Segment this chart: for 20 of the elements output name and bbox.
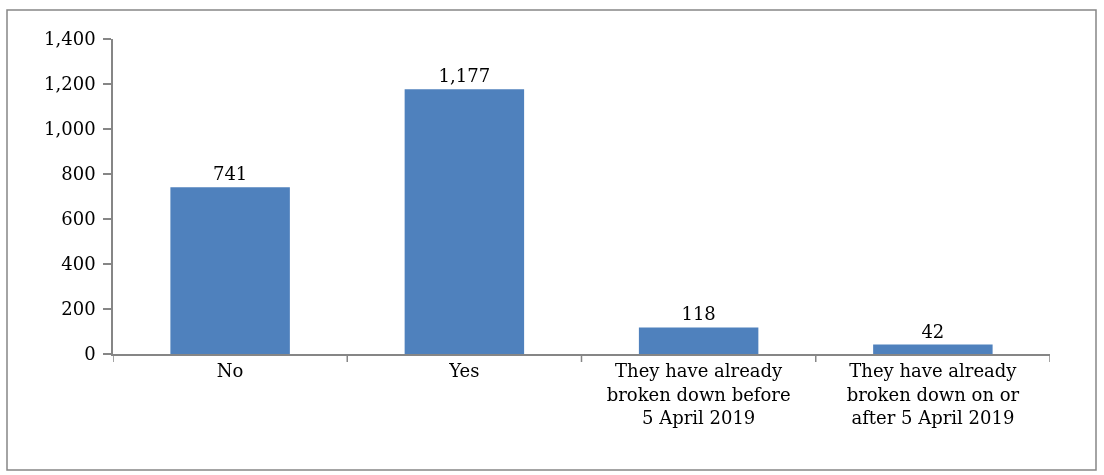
y-tick-label: 1,400 xyxy=(44,28,96,50)
y-tick-label: 200 xyxy=(61,298,96,320)
x-tick-label: They have already broken down before 5 April 2019 xyxy=(606,360,791,429)
data-label: 741 xyxy=(212,163,248,185)
data-label: 1,177 xyxy=(438,65,491,87)
y-tick-label: 0 xyxy=(84,343,96,365)
y-tick-label: 1,000 xyxy=(44,118,96,140)
bar xyxy=(404,89,525,354)
bar xyxy=(873,344,993,354)
y-tick-label: 400 xyxy=(61,253,96,275)
y-tick-label: 1,200 xyxy=(44,73,96,95)
bar xyxy=(638,327,759,354)
y-tick-label: 600 xyxy=(61,208,96,230)
x-tick-label: Yes xyxy=(448,360,480,382)
x-tick-label: They have already broken down on or after 5 April 2019 xyxy=(846,360,1020,429)
data-label: 118 xyxy=(681,303,716,325)
data-label: 42 xyxy=(921,320,945,342)
y-tick-label: 800 xyxy=(61,163,96,185)
x-tick-label: No xyxy=(216,360,244,382)
bar xyxy=(170,187,290,354)
